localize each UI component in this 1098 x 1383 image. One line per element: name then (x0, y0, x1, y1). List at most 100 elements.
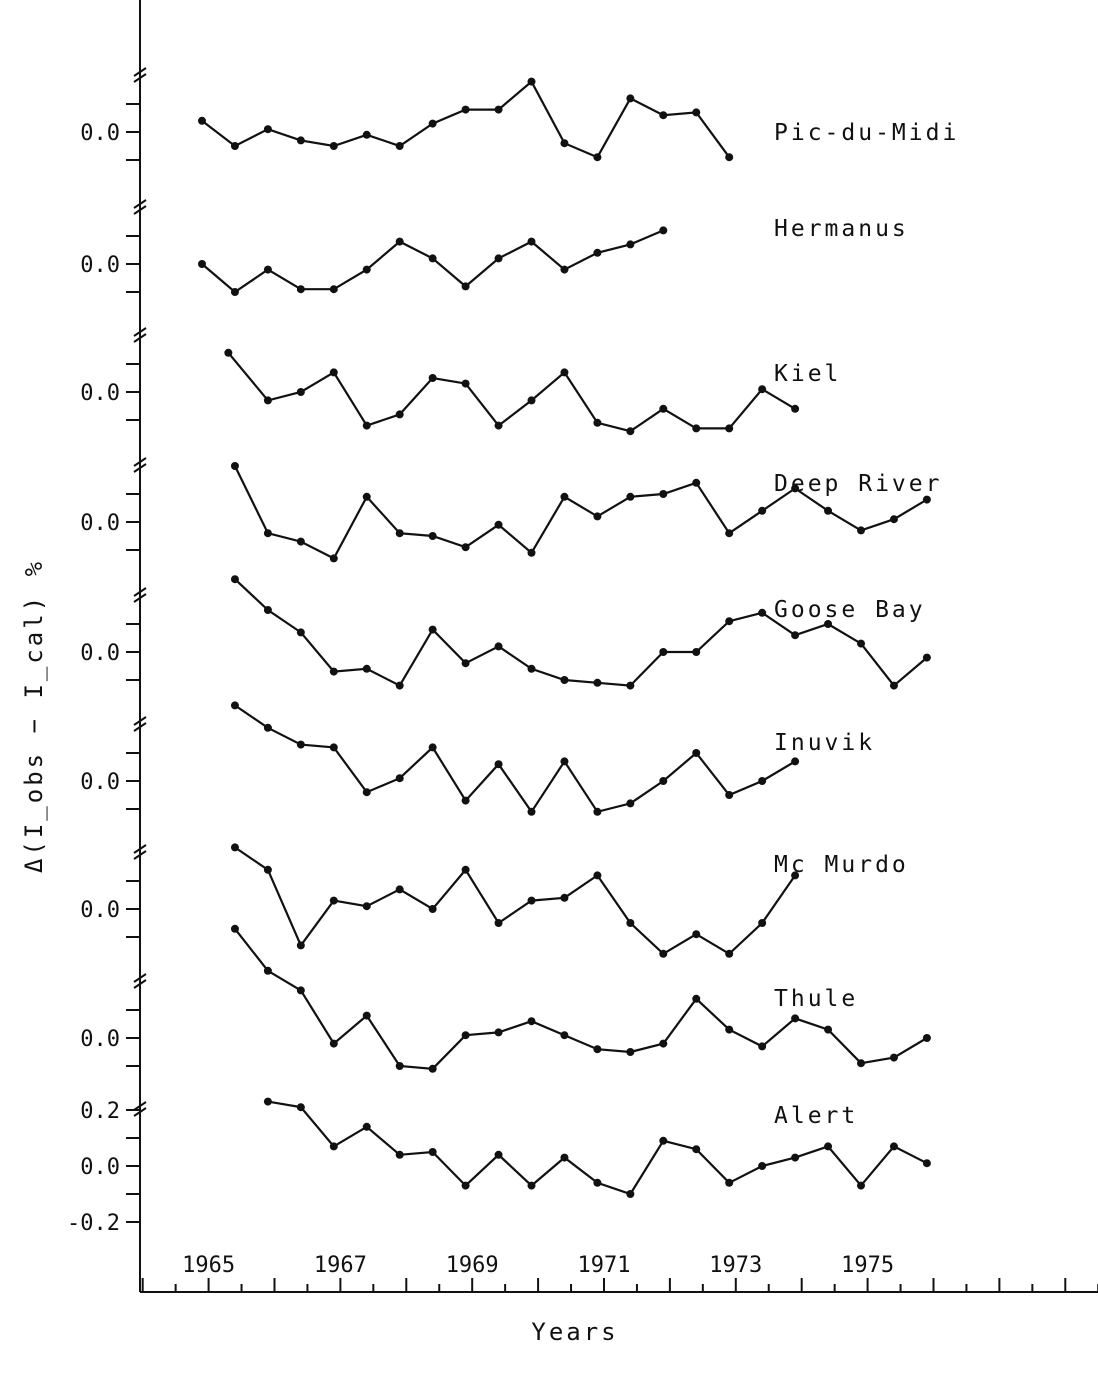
data-point (395, 1150, 404, 1159)
data-point (857, 1181, 865, 1190)
data-point (626, 240, 635, 249)
data-point (593, 418, 602, 427)
series-label: Mc Murdo (774, 852, 909, 878)
data-point (527, 77, 536, 86)
data-point (692, 424, 701, 433)
data-point (395, 885, 404, 894)
data-point (263, 265, 272, 274)
data-point (494, 919, 503, 927)
series-line (234, 846, 797, 956)
data-point (889, 1142, 898, 1151)
data-point (692, 994, 701, 1003)
data-point (230, 575, 239, 584)
x-tick-label: 1967 (314, 1253, 367, 1278)
axis-break-mark (133, 1101, 147, 1117)
data-point (824, 1025, 833, 1034)
series-line (233, 465, 928, 560)
data-point (395, 237, 404, 246)
data-point (461, 796, 470, 805)
data-point (461, 1181, 470, 1190)
data-point (428, 905, 437, 913)
data-point (758, 608, 767, 617)
data-point (428, 1148, 437, 1156)
data-point (362, 1122, 371, 1131)
data-point (461, 865, 470, 874)
data-point (329, 667, 338, 676)
data-point (494, 1028, 503, 1037)
data-point (922, 653, 931, 662)
data-point (626, 681, 635, 690)
data-point (362, 492, 371, 501)
data-point (428, 532, 437, 540)
data-point (791, 484, 800, 493)
data-point (692, 648, 701, 656)
data-point (857, 1059, 865, 1068)
data-point (230, 142, 239, 150)
data-point (296, 388, 305, 396)
data-point (428, 625, 437, 634)
data-point (758, 506, 767, 515)
data-point (626, 1048, 635, 1056)
data-point (362, 664, 371, 673)
series-alert: Alert (263, 1097, 931, 1198)
data-point (428, 119, 437, 128)
data-point (230, 288, 239, 296)
data-point (296, 537, 305, 546)
y-tick-label: -0.2 (67, 1211, 120, 1236)
series-label: Thule (774, 986, 858, 1012)
series-label: Goose Bay (774, 597, 926, 623)
data-point (461, 1031, 470, 1040)
axis-break-mark (133, 844, 147, 860)
data-point (560, 265, 569, 274)
data-point (362, 902, 371, 911)
data-point (626, 919, 635, 927)
data-point (857, 526, 865, 535)
data-point (395, 410, 404, 419)
data-point (329, 896, 338, 905)
data-point (461, 543, 470, 552)
data-point (494, 105, 503, 114)
series-label: Alert (774, 1103, 858, 1129)
data-point (395, 681, 404, 690)
y-axis-title: Δ(I_obs − I_cal) % (20, 559, 48, 873)
series-layer: Pic-du-Midi Hermanus Kiel Deep River Goose B… (198, 77, 956, 1198)
data-point (230, 924, 239, 933)
data-point (296, 941, 305, 950)
series-thule: Thule (230, 924, 931, 1073)
data-point (329, 142, 338, 150)
axis-break-mark (133, 716, 147, 732)
series-line (234, 704, 796, 814)
series-line (227, 352, 796, 433)
data-point (659, 949, 668, 958)
data-point (263, 606, 272, 614)
data-point (560, 893, 569, 902)
data-point (494, 1150, 503, 1159)
data-point (758, 919, 767, 927)
data-point (362, 421, 371, 430)
data-point (824, 506, 833, 515)
data-point (329, 285, 338, 294)
data-point (461, 105, 470, 114)
data-point (725, 1025, 734, 1034)
data-point (857, 639, 865, 648)
data-point (395, 529, 404, 538)
data-point (593, 1045, 602, 1054)
series-line (201, 79, 731, 159)
x-tick-label: 1965 (182, 1253, 235, 1278)
y-tick-label: 0.0 (80, 511, 120, 536)
data-point (758, 1042, 767, 1051)
data-point (296, 740, 305, 749)
data-point (527, 807, 536, 816)
data-point (263, 396, 272, 405)
data-point (725, 153, 734, 162)
data-point (329, 368, 338, 377)
data-point (593, 248, 602, 257)
data-point (922, 495, 931, 504)
data-point (362, 130, 371, 139)
data-point (263, 723, 272, 732)
series-hermanus: Hermanus (198, 216, 906, 296)
y-tick-label: 0.0 (80, 898, 120, 923)
data-point (428, 1064, 437, 1073)
axis-break-mark (133, 327, 147, 343)
data-point (395, 774, 404, 783)
